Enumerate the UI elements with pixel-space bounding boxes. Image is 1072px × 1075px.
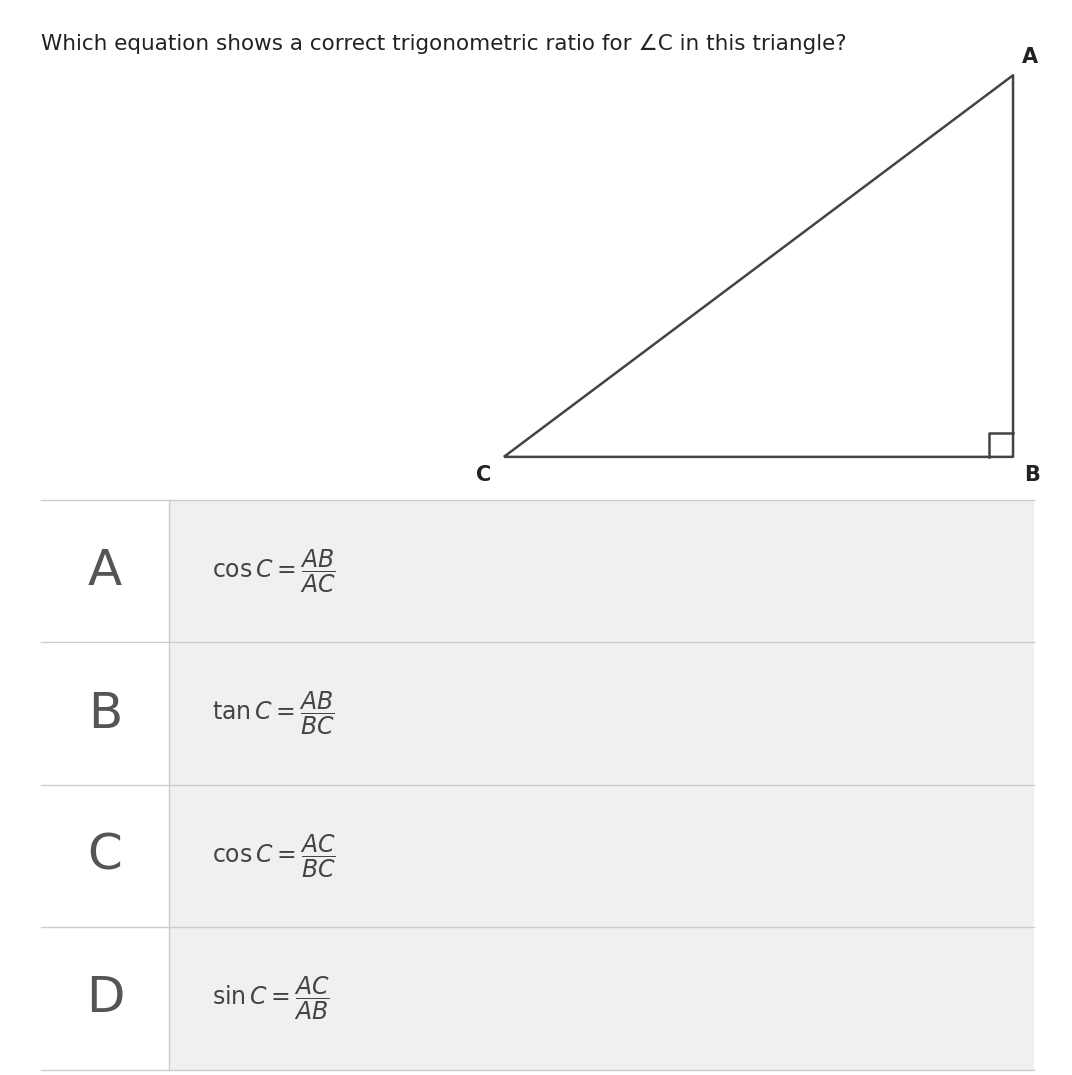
Text: B: B xyxy=(1024,465,1040,486)
Text: D: D xyxy=(86,974,124,1022)
Text: $\cos C = \dfrac{AB}{AC}$: $\cos C = \dfrac{AB}{AC}$ xyxy=(212,547,336,594)
Text: Which equation shows a correct trigonometric ratio for ∠C in this triangle?: Which equation shows a correct trigonome… xyxy=(41,34,847,55)
Text: A: A xyxy=(88,547,122,596)
Bar xyxy=(169,927,1034,1070)
Text: $\cos C = \dfrac{AC}{BC}$: $\cos C = \dfrac{AC}{BC}$ xyxy=(212,832,336,879)
Bar xyxy=(41,927,169,1070)
Text: B: B xyxy=(88,689,122,737)
Bar xyxy=(41,500,169,642)
Bar xyxy=(169,785,1034,927)
Bar xyxy=(169,500,1034,642)
Bar xyxy=(169,642,1034,785)
Text: C: C xyxy=(476,465,491,486)
Text: A: A xyxy=(1022,46,1038,67)
Text: $\sin C = \dfrac{AC}{AB}$: $\sin C = \dfrac{AC}{AB}$ xyxy=(212,975,330,1022)
Text: C: C xyxy=(88,832,122,880)
Text: $\tan C = \dfrac{AB}{BC}$: $\tan C = \dfrac{AB}{BC}$ xyxy=(212,690,336,737)
Bar xyxy=(41,785,169,927)
Bar xyxy=(41,642,169,785)
